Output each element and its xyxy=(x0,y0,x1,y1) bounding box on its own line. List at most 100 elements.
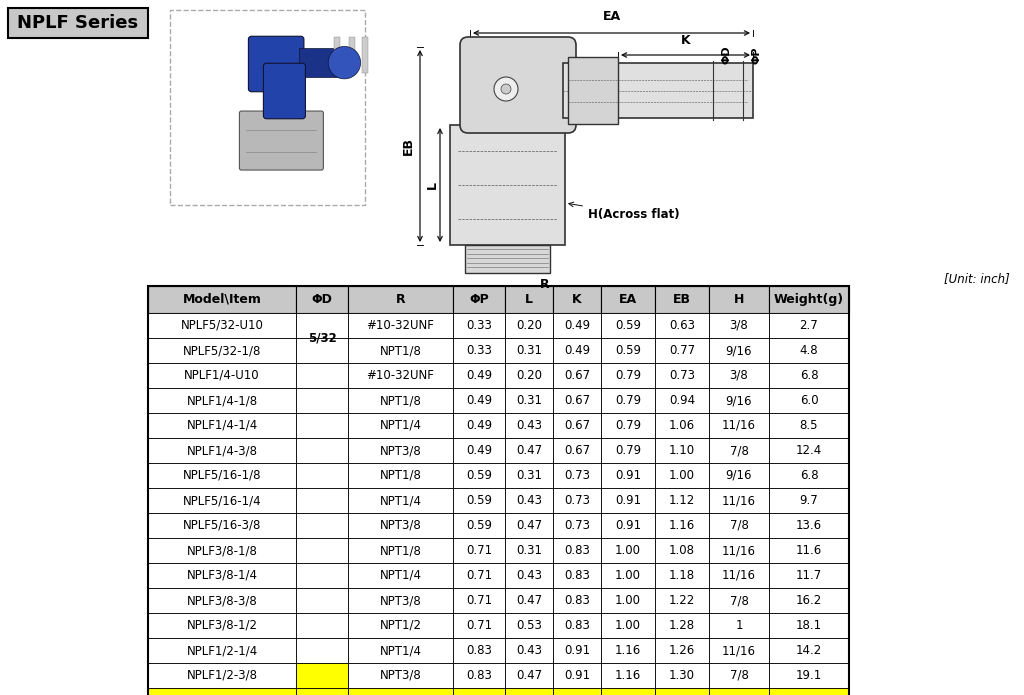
Text: 1.26: 1.26 xyxy=(669,644,695,657)
Text: 0.67: 0.67 xyxy=(564,419,590,432)
Bar xyxy=(601,513,655,538)
Text: NPLF1/4-1/4: NPLF1/4-1/4 xyxy=(186,419,258,432)
Bar xyxy=(655,338,709,363)
Text: NPLF1/2-1/4: NPLF1/2-1/4 xyxy=(186,644,258,657)
Bar xyxy=(296,413,348,438)
Text: 1.08: 1.08 xyxy=(669,544,695,557)
Bar xyxy=(553,286,601,313)
Text: NPT3/8: NPT3/8 xyxy=(380,519,421,532)
Bar xyxy=(601,338,655,363)
Bar xyxy=(505,563,553,588)
Bar xyxy=(601,286,655,313)
Text: 0.91: 0.91 xyxy=(615,469,641,482)
Text: ΦD: ΦD xyxy=(311,293,333,306)
Bar xyxy=(553,338,601,363)
Text: 11/16: 11/16 xyxy=(722,569,756,582)
Text: 21.1: 21.1 xyxy=(796,694,822,695)
Text: NPLF3/8-1/2: NPLF3/8-1/2 xyxy=(186,619,257,632)
Bar xyxy=(655,438,709,463)
Bar xyxy=(709,388,769,413)
Text: 9/16: 9/16 xyxy=(726,394,753,407)
Bar xyxy=(655,363,709,388)
Bar xyxy=(148,338,296,363)
Text: 0.91: 0.91 xyxy=(564,694,590,695)
Bar xyxy=(348,538,453,563)
Bar xyxy=(296,388,348,413)
Text: 0.31: 0.31 xyxy=(516,344,542,357)
Text: 0.47: 0.47 xyxy=(516,519,542,532)
Text: 0.59: 0.59 xyxy=(615,319,641,332)
Text: 0.67: 0.67 xyxy=(564,394,590,407)
Bar xyxy=(553,663,601,688)
Bar xyxy=(453,638,505,663)
Text: NPT1/4: NPT1/4 xyxy=(380,569,422,582)
Text: 0.83: 0.83 xyxy=(564,569,590,582)
Text: 0.49: 0.49 xyxy=(466,369,493,382)
Bar xyxy=(348,513,453,538)
Text: 0.53: 0.53 xyxy=(516,619,542,632)
Bar xyxy=(769,388,849,413)
Bar xyxy=(709,463,769,488)
Text: 0.83: 0.83 xyxy=(466,669,492,682)
Text: R: R xyxy=(540,278,549,291)
Text: 19.1: 19.1 xyxy=(796,669,822,682)
Bar xyxy=(348,488,453,513)
Text: 0.77: 0.77 xyxy=(669,344,695,357)
Bar xyxy=(553,488,601,513)
Bar xyxy=(453,338,505,363)
Bar xyxy=(709,413,769,438)
Text: 0.79: 0.79 xyxy=(615,369,641,382)
Text: NPLF3/8-1/8: NPLF3/8-1/8 xyxy=(186,544,257,557)
Text: 1.16: 1.16 xyxy=(614,669,641,682)
Text: 0.49: 0.49 xyxy=(466,394,493,407)
Text: 0.83: 0.83 xyxy=(564,544,590,557)
Text: 9/16: 9/16 xyxy=(726,469,753,482)
Bar xyxy=(553,688,601,695)
Text: 3/8: 3/8 xyxy=(730,319,749,332)
Bar xyxy=(709,438,769,463)
Bar xyxy=(505,286,553,313)
Bar xyxy=(348,613,453,638)
Bar xyxy=(709,613,769,638)
Text: 7/8: 7/8 xyxy=(729,594,749,607)
Text: 1.06: 1.06 xyxy=(669,419,695,432)
Bar xyxy=(601,413,655,438)
Bar xyxy=(769,613,849,638)
Text: 0.71: 0.71 xyxy=(466,569,493,582)
Text: NPT1/8: NPT1/8 xyxy=(380,344,422,357)
Bar xyxy=(296,638,348,663)
Bar xyxy=(148,463,296,488)
Text: 0.33: 0.33 xyxy=(466,344,492,357)
Text: 11/16: 11/16 xyxy=(722,494,756,507)
Text: 0.67: 0.67 xyxy=(564,369,590,382)
Text: 0.49: 0.49 xyxy=(466,419,493,432)
Bar xyxy=(453,588,505,613)
Text: 2.7: 2.7 xyxy=(800,319,818,332)
Bar xyxy=(769,413,849,438)
Text: 0.79: 0.79 xyxy=(615,419,641,432)
Bar xyxy=(362,38,369,74)
Bar xyxy=(769,363,849,388)
Bar xyxy=(655,663,709,688)
Bar xyxy=(769,538,849,563)
Bar xyxy=(348,338,453,363)
Text: 14.2: 14.2 xyxy=(796,644,822,657)
Bar xyxy=(709,286,769,313)
Bar xyxy=(148,488,296,513)
Text: EA: EA xyxy=(602,10,621,23)
Bar xyxy=(296,513,348,538)
Text: 0.91: 0.91 xyxy=(564,644,590,657)
Bar xyxy=(299,48,344,77)
Bar xyxy=(348,463,453,488)
FancyBboxPatch shape xyxy=(460,37,575,133)
Bar xyxy=(348,438,453,463)
Bar xyxy=(465,245,550,273)
Bar xyxy=(655,588,709,613)
Bar xyxy=(148,638,296,663)
Bar xyxy=(148,413,296,438)
Bar xyxy=(296,663,348,688)
Bar xyxy=(601,588,655,613)
Bar xyxy=(769,286,849,313)
Bar xyxy=(148,313,296,338)
Text: 0.79: 0.79 xyxy=(615,394,641,407)
